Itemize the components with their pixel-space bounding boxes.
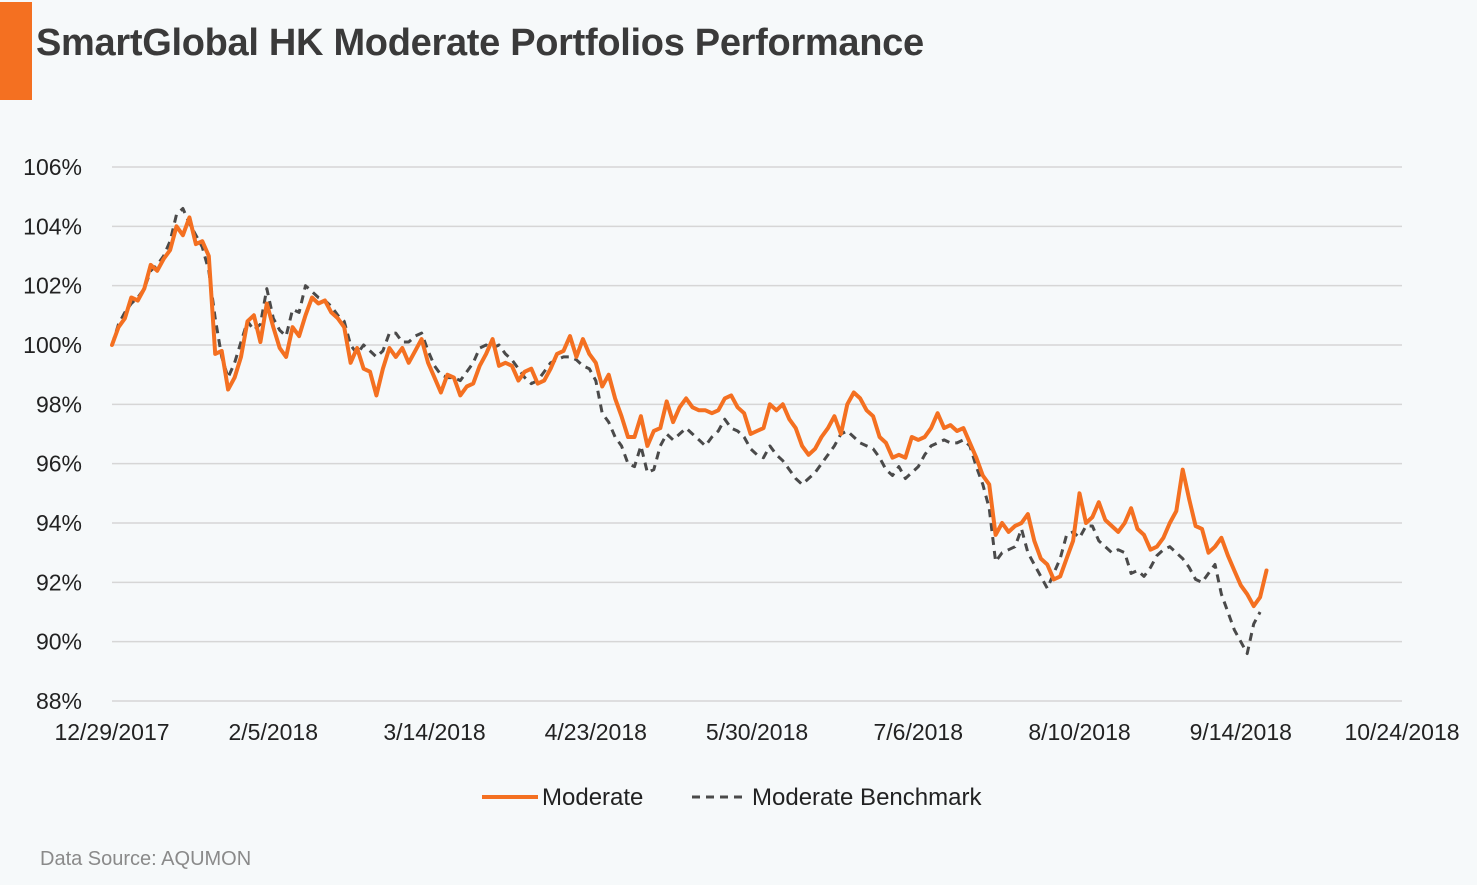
chart-title: SmartGlobal HK Moderate Portfolios Perfo… [36, 22, 924, 64]
y-tick-label: 104% [23, 213, 82, 239]
y-tick-label: 96% [36, 451, 82, 477]
x-tick-label: 10/24/2018 [1344, 719, 1459, 745]
y-tick-label: 102% [23, 273, 82, 299]
y-tick-label: 88% [36, 688, 82, 714]
y-tick-label: 98% [36, 391, 82, 417]
y-tick-label: 92% [36, 569, 82, 595]
series-lines [110, 207, 1269, 655]
legend-label-moderate: Moderate [542, 784, 643, 811]
title-accent-bar [0, 2, 32, 100]
x-axis-ticks: 12/29/2017 2/5/2018 3/14/2018 4/23/2018 5/30… [54, 719, 1459, 745]
y-tick-label: 100% [23, 332, 82, 358]
gridlines [112, 166, 1402, 702]
x-tick-label: 5/30/2018 [706, 719, 808, 745]
x-tick-label: 2/5/2018 [228, 719, 318, 745]
x-tick-label: 4/23/2018 [545, 719, 647, 745]
x-tick-label: 7/6/2018 [873, 719, 963, 745]
series-line-moderate-benchmark [110, 207, 1262, 655]
y-tick-label: 90% [36, 629, 82, 655]
legend: Moderate Moderate Benchmark [482, 784, 982, 811]
y-axis-ticks: 88% 90% 92% 94% 96% 98% 100% 102% 104% 106% [23, 154, 82, 714]
legend-label-moderate-benchmark: Moderate Benchmark [752, 784, 982, 811]
y-tick-label: 106% [23, 154, 82, 180]
series-line-moderate [110, 215, 1269, 609]
data-source-note: Data Source: AQUMON [40, 848, 252, 870]
x-tick-label: 3/14/2018 [383, 719, 485, 745]
y-tick-label: 94% [36, 510, 82, 536]
x-tick-label: 9/14/2018 [1190, 719, 1292, 745]
x-tick-label: 8/10/2018 [1028, 719, 1130, 745]
x-tick-label: 12/29/2017 [54, 719, 169, 745]
